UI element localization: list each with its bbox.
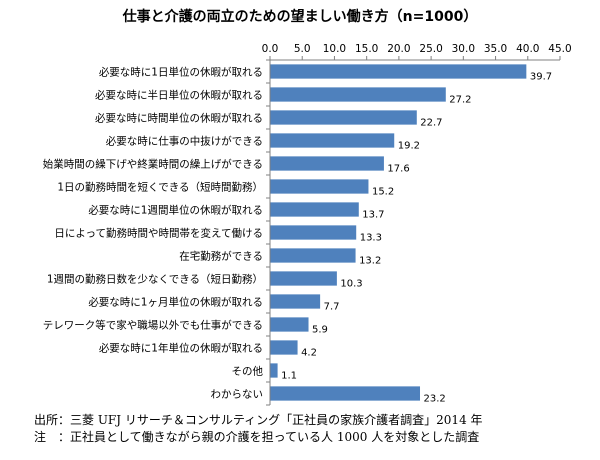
bar xyxy=(270,340,298,355)
value-label: 19.2 xyxy=(398,141,420,152)
x-tick-label: 15.0 xyxy=(355,43,378,55)
category-label: 始業時間の繰下げや終業時間の繰上げができる xyxy=(43,158,263,171)
bar-chart: 0.0 5.0 10.0 15.0 20.0 25.0 30.0 35.0 40.0 45.0 必… xyxy=(43,43,572,406)
category-label: 必要な時に1年単位の休暇が取れる xyxy=(99,342,263,355)
value-label: 22.7 xyxy=(420,118,442,129)
value-label: 39.7 xyxy=(530,72,552,83)
bar xyxy=(270,363,278,378)
x-tick-label: 0.0 xyxy=(262,43,279,55)
x-tick-label: 25.0 xyxy=(419,43,442,55)
bar xyxy=(270,64,527,79)
value-label: 5.9 xyxy=(312,325,328,336)
x-tick-label: 30.0 xyxy=(452,43,475,55)
category-label: 必要な時に仕事の中抜けができる xyxy=(106,135,263,148)
bars xyxy=(270,64,527,401)
value-label: 13.3 xyxy=(360,233,382,244)
survey-note: 注 ：正社員として働きながら親の介護を担っている人 1000 人を対象とした調査 xyxy=(34,430,480,444)
category-label: 必要な時に時間単位の休暇が取れる xyxy=(95,112,263,125)
bar xyxy=(270,179,369,194)
x-tick-label: 35.0 xyxy=(484,43,507,55)
value-label: 23.2 xyxy=(424,394,446,405)
x-tick-label: 5.0 xyxy=(294,43,311,55)
x-tick-label: 40.0 xyxy=(516,43,539,55)
bar xyxy=(270,110,417,125)
bar xyxy=(270,386,421,401)
bar xyxy=(270,225,357,240)
category-labels: 必要な時に1日単位の休暇が取れる必要な時に半日単位の休暇が取れる必要な時に時間単… xyxy=(43,66,264,401)
x-tick-label: 45.0 xyxy=(548,43,571,55)
value-label: 13.2 xyxy=(359,256,381,267)
bar xyxy=(270,87,446,102)
value-label: 17.6 xyxy=(387,164,409,175)
x-tick-label: 10.0 xyxy=(323,43,346,55)
bar xyxy=(270,156,384,171)
category-label: 1週間の勤務日数を少なくできる（短日勤務） xyxy=(47,273,263,286)
category-label: その他 xyxy=(232,365,264,378)
bar xyxy=(270,271,337,286)
value-label: 15.2 xyxy=(372,187,394,198)
value-label: 4.2 xyxy=(301,348,317,359)
value-labels: 39.7 27.2 22.7 19.2 17.6 15.2 13.7 13.3 13.2 10.3… xyxy=(281,72,552,405)
chart-footer: 出所：三菱 UFJ リサーチ＆コンサルティング「正社員の家族介護者調査」2014… xyxy=(34,412,483,446)
value-label: 1.1 xyxy=(281,371,297,382)
category-label: 在宅勤務ができる xyxy=(179,250,263,263)
source-note: 出所：三菱 UFJ リサーチ＆コンサルティング「正社員の家族介護者調査」2014… xyxy=(34,413,483,427)
bar xyxy=(270,202,359,217)
bar xyxy=(270,294,321,309)
category-label: 必要な時に1日単位の休暇が取れる xyxy=(99,66,263,79)
category-label: テレワーク等で家や職場以外でも仕事ができる xyxy=(43,319,263,332)
bar xyxy=(270,317,309,332)
x-tick-label: 20.0 xyxy=(387,43,410,55)
value-label: 7.7 xyxy=(324,302,340,313)
category-label: わからない xyxy=(211,389,264,401)
value-label: 10.3 xyxy=(340,279,362,290)
category-label: 必要な時に半日単位の休暇が取れる xyxy=(95,89,263,102)
value-label: 27.2 xyxy=(449,95,471,106)
x-axis-ticks: 0.0 5.0 10.0 15.0 20.0 25.0 30.0 35.0 40.0 45.0 xyxy=(262,43,572,60)
category-label: 1日の勤務時間を短くできる（短時間勤務） xyxy=(57,181,263,194)
chart-title: 仕事と介護の両立のための望ましい働き方（n=1000） xyxy=(122,9,478,25)
bar xyxy=(270,133,395,148)
category-label: 日によって勤務時間や時間帯を変えて働ける xyxy=(54,227,263,240)
category-label: 必要な時に1ヶ月単位の休暇が取れる xyxy=(88,296,263,309)
bar xyxy=(270,248,356,263)
category-label: 必要な時に1週間単位の休暇が取れる xyxy=(88,204,263,217)
value-label: 13.7 xyxy=(362,210,384,221)
axes xyxy=(266,59,560,406)
